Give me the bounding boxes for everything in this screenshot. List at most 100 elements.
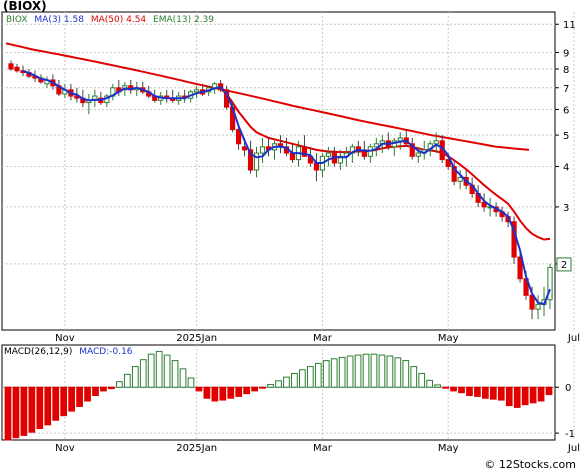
macd-bar-positive bbox=[322, 360, 330, 388]
candle-up bbox=[457, 176, 463, 182]
candle-up bbox=[415, 152, 421, 157]
macd-bar-negative bbox=[251, 386, 258, 392]
candle-down bbox=[8, 63, 14, 70]
macd-bar-negative bbox=[52, 386, 60, 421]
macd-bar-negative bbox=[68, 386, 75, 412]
candle-down bbox=[301, 146, 308, 157]
macd-bar-negative bbox=[482, 386, 489, 399]
macd-bars-layer bbox=[4, 350, 553, 441]
ma3-line bbox=[22, 69, 551, 306]
macd-bar-positive bbox=[402, 360, 410, 388]
macd-tick-label: -1 bbox=[565, 429, 575, 440]
macd-bar-positive bbox=[410, 366, 418, 388]
price-tick-label: 5 bbox=[563, 131, 569, 142]
candle-down bbox=[313, 162, 320, 171]
legend-ma3: MA(3) 1.58 bbox=[34, 15, 84, 25]
candle-up bbox=[535, 303, 541, 310]
macd-bar-positive bbox=[267, 383, 274, 388]
macd-bar-positive bbox=[362, 353, 370, 388]
last-price-tag bbox=[556, 257, 572, 272]
macd-bar-negative bbox=[235, 386, 243, 397]
price-tick-label: 9 bbox=[563, 48, 569, 59]
macd-bar-negative bbox=[20, 386, 28, 436]
macd-bar-positive bbox=[131, 366, 139, 388]
ma50-line bbox=[5, 42, 530, 151]
macd-bar-positive bbox=[426, 379, 434, 388]
macd-bar-negative bbox=[219, 386, 227, 401]
candles-layer bbox=[8, 60, 553, 320]
macd-bar-negative bbox=[44, 386, 52, 426]
macd-bar-negative bbox=[60, 386, 68, 417]
macd-bar-negative bbox=[458, 386, 465, 394]
macd-bar-positive bbox=[147, 353, 155, 388]
legend-ma50: MA(50) 4.54 bbox=[90, 15, 147, 25]
macd-panel-frame bbox=[1, 344, 556, 441]
macd-bar-positive bbox=[370, 353, 378, 388]
candle-down bbox=[14, 66, 20, 72]
macd-bar-positive bbox=[291, 372, 298, 388]
macd-bar-negative bbox=[545, 386, 553, 396]
price-tick-label: 7 bbox=[563, 84, 569, 95]
axis-labels: 2 3 4 5 6 7 8 9 11 Nov Nov 2025Jan 2025Jan Mar Mar May M… bbox=[55, 20, 580, 454]
watermark: © 12Stocks.com bbox=[484, 458, 576, 471]
macd-x-label: Nov bbox=[55, 443, 75, 454]
macd-bar-negative bbox=[513, 386, 521, 408]
candle-up bbox=[373, 143, 379, 148]
macd-bar-negative bbox=[243, 386, 251, 395]
macd-bar-positive bbox=[434, 384, 441, 388]
macd-bar-negative bbox=[489, 386, 497, 400]
macd-bar-positive bbox=[418, 372, 426, 388]
price-panel-frame bbox=[1, 11, 556, 331]
macd-bar-positive bbox=[299, 369, 306, 388]
macd-bar-positive bbox=[187, 377, 195, 388]
candle-up bbox=[337, 155, 343, 164]
macd-bar-negative bbox=[474, 386, 481, 397]
macd-bar-negative bbox=[108, 386, 115, 390]
macd-bar-negative bbox=[466, 386, 473, 396]
macd-bar-positive bbox=[179, 368, 187, 388]
macd-bar-negative bbox=[497, 386, 505, 401]
price-x-label: 2025Jan bbox=[176, 333, 217, 344]
macd-bar-positive bbox=[386, 355, 394, 388]
macd-bar-negative bbox=[92, 386, 99, 396]
macd-bar-negative bbox=[195, 386, 203, 392]
ticker-title: (BIOX) bbox=[3, 0, 47, 13]
ma3-layer bbox=[22, 69, 551, 306]
macd-bar-positive bbox=[123, 373, 131, 388]
macd-bar-negative bbox=[259, 386, 266, 389]
macd-bar-negative bbox=[505, 386, 513, 407]
macd-tick-label: 0 bbox=[565, 383, 571, 394]
macd-bar-positive bbox=[155, 350, 163, 388]
price-x-label: Mar bbox=[313, 333, 333, 344]
candle-up bbox=[547, 266, 553, 301]
ma50-layer bbox=[5, 42, 530, 151]
macd-bar-positive bbox=[354, 354, 362, 388]
macd-legend: MACD(26,12,9) MACD:-0.16 bbox=[4, 347, 137, 357]
price-tick-label: 3 bbox=[563, 203, 569, 214]
price-x-label: Jul bbox=[567, 333, 580, 344]
macd-bar-negative bbox=[529, 386, 537, 404]
indicator-legend: BIOX MA(3) 1.58 MA(50) 4.54 EMA(13) 2.39 bbox=[6, 15, 218, 25]
candle-up bbox=[325, 152, 332, 157]
candle-down bbox=[241, 146, 248, 151]
macd-bar-negative bbox=[84, 386, 91, 402]
candle-down bbox=[481, 201, 487, 208]
macd-bar-positive bbox=[163, 354, 171, 388]
macd-bar-positive bbox=[116, 381, 123, 388]
macd-legend-value: MACD:-0.16 bbox=[79, 347, 133, 357]
macd-bar-positive bbox=[283, 376, 290, 388]
macd-bar-negative bbox=[450, 386, 457, 392]
macd-bar-positive bbox=[330, 358, 338, 388]
macd-bar-negative bbox=[36, 386, 44, 430]
last-price-label: 2 bbox=[561, 260, 567, 271]
macd-x-label: 2025Jan bbox=[176, 443, 217, 454]
macd-bar-negative bbox=[76, 386, 83, 407]
macd-bar-negative bbox=[100, 386, 107, 392]
macd-bar-negative bbox=[521, 386, 529, 406]
macd-bar-negative bbox=[227, 386, 235, 399]
candle-up bbox=[397, 137, 403, 142]
candle-down bbox=[409, 143, 415, 157]
macd-bar-negative bbox=[537, 386, 545, 402]
candle-up bbox=[253, 152, 260, 171]
chart-frames bbox=[1, 11, 556, 441]
